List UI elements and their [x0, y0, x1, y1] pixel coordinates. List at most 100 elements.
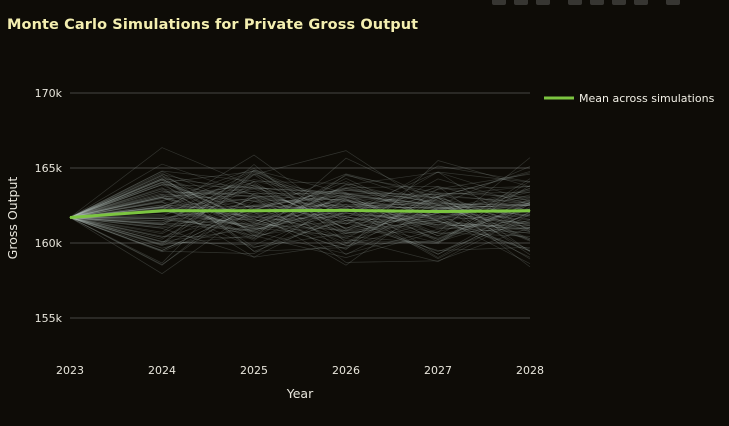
y-tick-label: 170k: [35, 87, 63, 100]
simulation-line: [69, 189, 531, 231]
simulation-line: [69, 182, 531, 239]
fullscreen-icon[interactable]: [666, 0, 680, 5]
simulation-line: [69, 182, 531, 256]
simulation-line: [69, 197, 531, 232]
camera-icon[interactable]: [492, 0, 506, 5]
simulation-line: [69, 181, 531, 251]
zoom-in-icon[interactable]: [568, 0, 582, 5]
simulation-line: [69, 193, 531, 239]
simulation-line: [69, 178, 531, 237]
simulation-line: [69, 188, 531, 225]
simulation-line: [69, 191, 531, 258]
y-tick-label: 160k: [35, 237, 63, 250]
simulation-line: [69, 199, 531, 237]
mean-point: [437, 211, 439, 212]
simulation-line: [69, 198, 531, 265]
simulation-line: [69, 194, 531, 227]
simulation-line: [69, 181, 531, 237]
simulation-line: [69, 178, 531, 239]
simulation-line: [69, 193, 531, 266]
x-tick-labels: 2023 2024 2025 2026 2027 2028: [56, 364, 544, 377]
simulation-line: [69, 188, 531, 252]
simulation-line: [69, 179, 531, 262]
simulation-line: [69, 180, 531, 240]
simulation-line: [69, 174, 531, 246]
mean-line: [69, 208, 531, 219]
simulation-line: [69, 160, 531, 250]
simulation-line: [69, 179, 531, 258]
simulation-line: [69, 168, 531, 224]
simulation-line: [69, 184, 531, 230]
mean-point: [161, 210, 163, 212]
simulation-line: [69, 206, 531, 246]
simulation-line: [69, 201, 531, 250]
simulation-line: [69, 163, 531, 245]
simulation-line: [69, 170, 531, 218]
modebar: [492, 0, 680, 9]
simulation-line: [69, 173, 531, 226]
simulation-line: [69, 157, 531, 239]
x-tick-label: 2023: [56, 364, 84, 377]
simulation-line: [69, 174, 531, 260]
mean-series: [69, 208, 531, 219]
simulation-line: [69, 187, 531, 248]
mean-point: [253, 210, 255, 212]
simulation-line: [69, 179, 531, 252]
simulation-line: [69, 194, 531, 240]
simulation-line: [69, 173, 531, 232]
y-tick-label: 165k: [35, 162, 63, 175]
y-tick-label: 155k: [35, 312, 63, 325]
pan-icon[interactable]: [536, 0, 550, 5]
legend-label-mean: Mean across simulations: [579, 92, 715, 105]
simulation-line: [69, 191, 531, 265]
simulation-line: [69, 196, 531, 247]
simulation-line: [69, 187, 531, 275]
simulation-line: [69, 188, 531, 260]
x-axis-title: Year: [286, 386, 314, 401]
zoom-out-icon[interactable]: [590, 0, 604, 5]
y-tick-labels: 155k 160k 165k 170k: [35, 87, 63, 325]
x-tick-label: 2027: [424, 364, 452, 377]
simulation-line: [69, 169, 531, 218]
simulation-line: [69, 195, 531, 251]
simulation-line: [69, 169, 531, 264]
x-tick-label: 2025: [240, 364, 268, 377]
simulation-line: [69, 170, 531, 229]
simulation-line: [69, 166, 531, 231]
simulation-line: [69, 172, 531, 228]
simulation-line: [69, 178, 531, 234]
simulation-line: [69, 147, 531, 218]
simulation-line: [69, 196, 531, 263]
simulation-line: [69, 186, 531, 219]
simulation-line: [69, 204, 531, 246]
zoom-icon[interactable]: [514, 0, 528, 5]
simulation-line: [69, 163, 531, 243]
simulation-line: [69, 204, 531, 234]
y-gridlines: [70, 92, 530, 319]
simulation-line: [69, 199, 531, 258]
simulation-line: [69, 184, 531, 255]
simulation-line: [69, 178, 531, 243]
simulation-line: [69, 190, 531, 228]
x-tick-label: 2024: [148, 364, 176, 377]
simulation-line: [69, 198, 531, 234]
simulation-line: [69, 197, 531, 250]
simulation-line: [69, 189, 531, 268]
simulation-line: [69, 206, 531, 258]
simulation-line: [69, 203, 531, 218]
simulation-line: [69, 171, 531, 253]
x-tick-label: 2026: [332, 364, 360, 377]
simulation-line: [69, 178, 531, 230]
simulation-line: [69, 211, 531, 238]
simulation-line: [69, 198, 531, 254]
mean-point: [69, 217, 71, 218]
legend[interactable]: Mean across simulations: [544, 92, 715, 105]
simulation-line: [69, 188, 531, 258]
simulation-line: [69, 157, 531, 233]
home-icon[interactable]: [634, 0, 648, 5]
simulation-line: [69, 195, 531, 218]
y-axis-title: Gross Output: [5, 177, 20, 260]
autoscale-icon[interactable]: [612, 0, 626, 5]
simulation-line: [69, 197, 531, 266]
simulation-line: [69, 190, 531, 241]
